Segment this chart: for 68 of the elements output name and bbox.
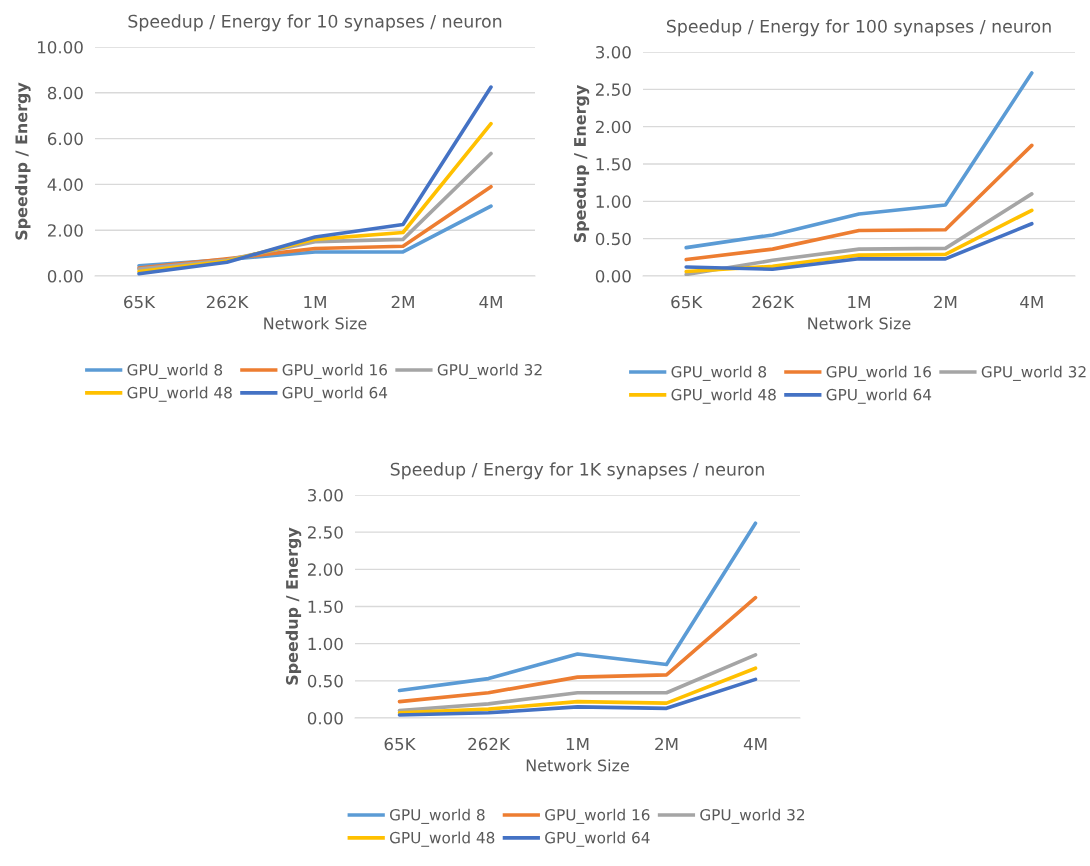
- legend-label: GPU_world 32: [981, 365, 1086, 381]
- x-tick-label: 262K: [752, 295, 795, 309]
- legend-label: GPU_world 64: [545, 831, 650, 847]
- x-axis-title: Network Size: [808, 317, 911, 330]
- line-series: [137, 85, 493, 276]
- x-tick-label: 2M: [391, 295, 414, 309]
- x-tick-label: 65K: [124, 295, 156, 309]
- y-tick-label: 1.00: [596, 195, 631, 208]
- y-tick-label: 4.00: [47, 178, 83, 191]
- y-tick-label: 0.00: [595, 269, 631, 283]
- y-tick-label: 1.50: [308, 600, 343, 614]
- legend-label: GPU_world 8: [389, 808, 485, 824]
- x-tick-label: 1M: [848, 295, 870, 309]
- y-tick-label: 3.00: [308, 488, 343, 502]
- x-tick-label: 65K: [384, 737, 416, 751]
- x-tick-label: 262K: [206, 295, 249, 309]
- y-tick-label: 1.00: [308, 637, 343, 651]
- x-axis-title: Network Size: [264, 317, 367, 330]
- line-series: [684, 221, 1034, 272]
- chart-title: Speedup / Energy for 100 synapses / neuron: [666, 19, 1051, 37]
- chart-title: Speedup / Energy for 10 synapses / neuron: [128, 14, 502, 32]
- legend-label: GPU_world 8: [127, 363, 223, 379]
- y-tick-label: 2.00: [596, 120, 631, 134]
- y-axis-title: Speedup / Energy: [285, 527, 302, 685]
- x-tick-label: 4M: [1020, 295, 1043, 309]
- line-series: [684, 71, 1034, 250]
- legend-label: GPU_world 32: [437, 363, 542, 379]
- legend-label: GPU_world 16: [282, 363, 388, 379]
- y-tick-label: 2.00: [48, 224, 83, 237]
- y-tick-label: 2.50: [308, 526, 343, 539]
- line-series: [397, 521, 758, 693]
- x-tick-label: 262K: [468, 737, 511, 751]
- chart-title: Speedup / Energy for 1K synapses / neuron: [390, 462, 764, 480]
- legend-label: GPU_world 48: [127, 386, 232, 402]
- y-tick-label: 10.00: [38, 40, 83, 54]
- y-tick-label: 3.00: [596, 45, 631, 59]
- y-tick-label: 0.50: [595, 232, 631, 246]
- legend-label: GPU_world 8: [671, 365, 767, 381]
- x-tick-label: 2M: [655, 737, 678, 751]
- legend-label: GPU_world 32: [700, 808, 805, 824]
- y-axis-title: Speedup / Energy: [15, 82, 31, 240]
- x-axis-title: Network Size: [526, 759, 629, 772]
- x-tick-label: 4M: [743, 737, 767, 751]
- line-series: [397, 595, 758, 704]
- y-tick-label: 2.00: [308, 563, 343, 576]
- x-tick-label: 65K: [671, 295, 703, 309]
- legend-label: GPU_world 64: [826, 388, 932, 404]
- y-tick-label: 0.50: [307, 674, 343, 688]
- legend-label: GPU_world 64: [282, 386, 388, 402]
- y-tick-label: 1.50: [596, 157, 631, 171]
- legend-label: GPU_world 48: [671, 388, 776, 404]
- y-axis-title: Speedup / Energy: [573, 84, 590, 243]
- y-tick-label: 2.50: [596, 83, 631, 96]
- legend-label: GPU_world 16: [545, 808, 650, 824]
- line-series: [684, 143, 1034, 262]
- x-tick-label: 1M: [304, 295, 326, 309]
- legend-label: GPU_world 48: [389, 831, 495, 847]
- y-tick-label: 6.00: [47, 132, 83, 146]
- y-tick-label: 0.00: [307, 711, 343, 725]
- x-tick-label: 4M: [479, 295, 502, 309]
- line-series: [397, 653, 758, 713]
- line-series: [397, 677, 758, 717]
- legend-label: GPU_world 16: [826, 365, 932, 381]
- x-tick-label: 2M: [934, 295, 957, 309]
- line-series: [397, 666, 758, 715]
- y-tick-label: 8.00: [47, 86, 83, 100]
- y-tick-label: 0.00: [47, 269, 83, 283]
- x-tick-label: 1M: [566, 737, 589, 751]
